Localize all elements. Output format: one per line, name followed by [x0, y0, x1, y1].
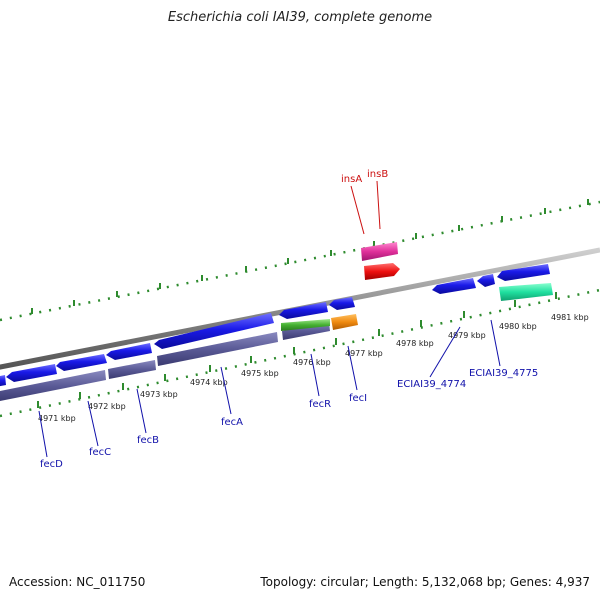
kbp-label: 4977 kbp: [345, 349, 383, 358]
lower-scale-line: [0, 288, 600, 418]
fecR-feature[interactable]: [281, 319, 330, 331]
kbp-label: 4978 kbp: [396, 339, 434, 348]
cds-arrow[interactable]: [6, 364, 57, 382]
kbp-label: 4972 kbp: [88, 402, 126, 411]
fecA-label: fecA: [221, 417, 243, 428]
cds-arrow[interactable]: [497, 264, 550, 281]
purple-bar: [0, 370, 106, 402]
cds-arrow[interactable]: [106, 343, 152, 360]
cds-arrows: [0, 264, 550, 387]
genome-title: Escherichia coli IAI39, complete genome: [167, 10, 433, 25]
kbp-label: 4974 kbp: [190, 378, 228, 387]
insA-feature[interactable]: [361, 242, 398, 261]
kbp-label: 4971 kbp: [38, 414, 76, 423]
ECIAI39_4774-leader: [429, 326, 461, 378]
fecI-feature[interactable]: [331, 314, 358, 330]
fecB-label: fecB: [137, 435, 159, 446]
ECIAI39_4775-feature[interactable]: [499, 283, 553, 301]
kbp-label: 4976 kbp: [293, 358, 331, 367]
fecR-label: fecR: [309, 399, 331, 410]
fecD-label: fecD: [40, 459, 63, 470]
cds-arrow[interactable]: [477, 274, 495, 287]
insB-leader: [376, 180, 381, 230]
insB-label: insB: [367, 169, 388, 180]
kbp-label: 4979 kbp: [448, 331, 486, 340]
ECIAI39_4775-leader: [490, 319, 501, 367]
cds-arrow[interactable]: [0, 375, 6, 387]
insA-label: insA: [341, 174, 362, 185]
cds-arrow[interactable]: [154, 313, 274, 349]
kbp-label: 4975 kbp: [241, 369, 279, 378]
purple-bar: [108, 360, 156, 379]
kbp-label: 4973 kbp: [140, 390, 178, 399]
fecC-leader: [87, 400, 99, 447]
fecR-leader: [310, 353, 320, 397]
purple-bar: [157, 332, 278, 366]
fecA-leader: [220, 366, 232, 415]
ECIAI39_4775-label: ECIAI39_4775: [469, 368, 538, 379]
ECIAI39_4774-label: ECIAI39_4774: [397, 379, 466, 390]
kbp-label: 4981 kbp: [551, 313, 589, 322]
insA-leader: [350, 185, 365, 235]
genome-summary-text: Topology: circular; Length: 5,132,068 bp…: [260, 575, 590, 589]
kbp-label: 4980 kbp: [499, 322, 537, 331]
scale-ticks: [31, 199, 589, 408]
accession-text: Accession: NC_011750: [9, 575, 146, 589]
fecD-leader: [38, 410, 48, 458]
cds-arrow[interactable]: [56, 354, 107, 371]
fecC-label: fecC: [89, 447, 111, 458]
fecB-leader: [136, 388, 147, 434]
cds-arrow[interactable]: [432, 278, 476, 294]
insB-feature[interactable]: [364, 263, 400, 280]
cds-arrow[interactable]: [329, 297, 355, 310]
fecI-label: fecI: [349, 393, 367, 404]
cds-arrow[interactable]: [279, 302, 328, 319]
fecI-leader: [347, 345, 358, 391]
upper-scale-line: [0, 200, 600, 322]
